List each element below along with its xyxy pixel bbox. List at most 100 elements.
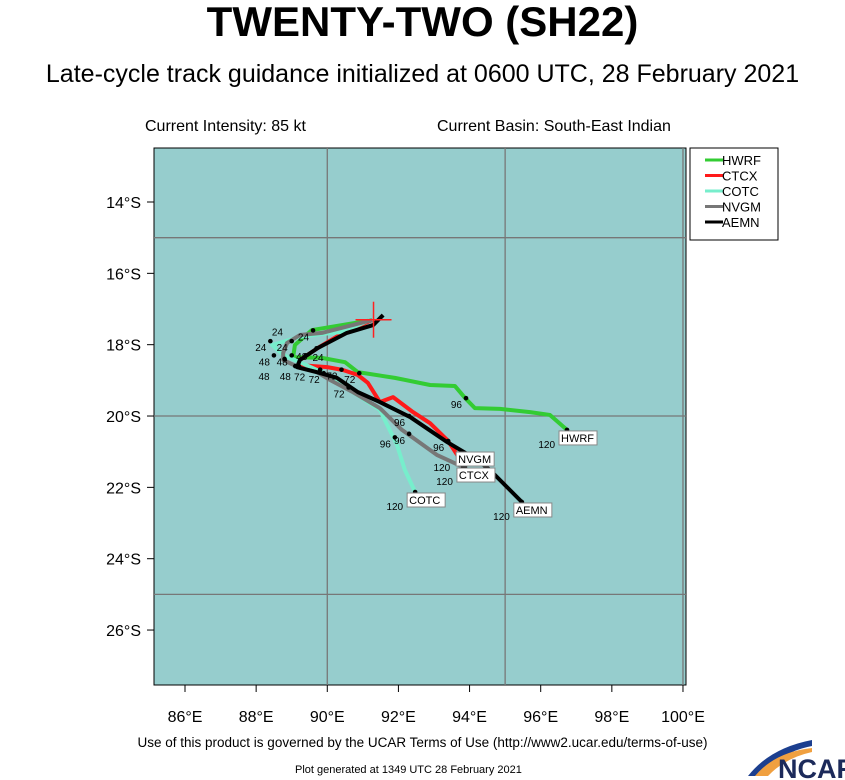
forecast-point-96h xyxy=(406,431,412,437)
forecast-hour-label: 72 xyxy=(294,373,306,384)
forecast-hour-label: 24 xyxy=(272,327,284,338)
axis-ticks: 86°E 88°E 90°E 92°E 94°E 96°E 98°E 100°E 14°S 16°… xyxy=(106,195,705,726)
forecast-hour-label: 48 xyxy=(259,357,271,368)
forecast-point-72h xyxy=(317,367,323,372)
x-tick-label: 98°E xyxy=(594,709,629,726)
forecast-hour-label: 120 xyxy=(538,440,555,451)
forecast-hour-label: 96 xyxy=(394,418,406,429)
forecast-point-72h xyxy=(321,370,327,376)
legend-label: CTCX xyxy=(722,169,758,184)
forecast-hour-label-group: 24 xyxy=(255,343,267,354)
track-end-label-group: COTC xyxy=(406,492,446,508)
forecast-point-96h xyxy=(392,435,398,440)
forecast-hour-label: 24 xyxy=(312,353,324,364)
forecast-hour-label-group: 72 xyxy=(344,375,356,386)
current-basin: Current Basin: South-East Indian xyxy=(437,118,671,135)
forecast-hour-label: 72 xyxy=(344,375,356,386)
track-end-label-box xyxy=(456,467,496,483)
forecast-hour-label-group: 24 xyxy=(277,343,289,354)
track-end-label-group: NVGM xyxy=(455,451,495,467)
forecast-point-48h xyxy=(271,353,277,358)
y-tick-label: 14°S xyxy=(106,195,141,212)
ncar-logo-text: NCAR xyxy=(778,754,845,780)
forecast-hour-label: 96 xyxy=(433,443,445,454)
storm-title: TWENTY-TWO (SH22) xyxy=(206,0,639,45)
forecast-hour-label: 48 xyxy=(258,372,270,383)
forecast-hour-label-group: 120 xyxy=(386,502,403,513)
x-tick-label: 88°E xyxy=(239,709,274,726)
track-end-label-box xyxy=(406,492,446,508)
plot-generated: Plot generated at 1349 UTC 28 February 2… xyxy=(295,764,522,776)
forecast-hour-label: 24 xyxy=(298,332,310,343)
x-tick-label: 100°E xyxy=(661,709,705,726)
x-tick-label: 86°E xyxy=(168,709,203,726)
forecast-point-24h xyxy=(310,328,316,333)
forecast-hour-label: 72 xyxy=(309,375,321,386)
forecast-hour-label-group: 24 xyxy=(312,353,324,364)
track-end-label-box xyxy=(558,430,598,446)
forecast-point-48h xyxy=(292,363,298,369)
current-intensity: Current Intensity: 85 kt xyxy=(145,118,306,135)
y-tick-label: 22°S xyxy=(106,480,141,497)
forecast-hour-label-group: 120 xyxy=(538,440,555,451)
forecast-point-96h xyxy=(406,413,412,419)
legend-label: NVGM xyxy=(722,200,761,215)
x-tick-label: 94°E xyxy=(452,709,487,726)
track-end-label-group: CTCX xyxy=(456,467,496,483)
forecast-hour-label: 120 xyxy=(386,502,403,513)
forecast-hour-label: 120 xyxy=(493,512,510,523)
forecast-hour-label: 120 xyxy=(436,477,453,488)
forecast-hour-label-group: 120 xyxy=(436,477,453,488)
track-end-label-group: AEMN xyxy=(513,502,553,518)
x-tick-label: 96°E xyxy=(523,709,558,726)
track-end-label: COTC xyxy=(409,495,440,507)
legend-box xyxy=(689,147,779,241)
forecast-hour-label-group: 48 xyxy=(258,372,270,383)
forecast-hour-label-group: 72 xyxy=(294,373,306,384)
y-tick-label: 16°S xyxy=(106,266,141,283)
x-tick-label: 92°E xyxy=(381,709,416,726)
y-tick-label: 24°S xyxy=(106,552,141,569)
forecast-hour-label-group: 96 xyxy=(433,443,445,454)
forecast-hour-label-group: 96 xyxy=(380,439,392,450)
forecast-hour-label-group: 48 xyxy=(280,372,292,383)
track-end-label: NVGM xyxy=(458,454,491,466)
forecast-hour-label-group: 96 xyxy=(394,436,406,447)
legend-label: AEMN xyxy=(722,215,760,230)
track-end-label: AEMN xyxy=(516,505,548,517)
forecast-hour-label-group: 48 xyxy=(296,352,308,363)
forecast-point-24h xyxy=(268,338,273,344)
forecast-hour-label: 96 xyxy=(451,400,463,411)
forecast-hour-label-group: 24 xyxy=(298,332,310,343)
forecast-hour-label: 48 xyxy=(280,372,292,383)
forecast-point-24h xyxy=(314,345,319,351)
forecast-hour-label: 120 xyxy=(433,463,450,474)
forecast-hour-label-group: 120 xyxy=(433,463,450,474)
forecast-point-72h xyxy=(339,367,344,372)
legend-label: COTC xyxy=(722,184,759,199)
forecast-point-48h xyxy=(282,356,287,362)
track-end-label-box xyxy=(513,502,553,518)
forecast-point-72h xyxy=(346,385,351,390)
forecast-hour-label-group: 48 xyxy=(259,357,271,368)
y-tick-label: 18°S xyxy=(106,338,141,355)
forecast-hour-label-group: 24 xyxy=(272,327,284,338)
track-end-label: HWRF xyxy=(561,433,594,445)
forecast-point-96h xyxy=(463,395,469,401)
forecast-hour-label-group: 72 xyxy=(309,375,321,386)
forecast-hour-label-group: 48 xyxy=(277,357,289,368)
forecast-hour-label-group: 72 xyxy=(333,389,345,400)
track-end-label: CTCX xyxy=(459,470,490,482)
forecast-point-24h xyxy=(289,338,295,344)
forecast-hour-label: 24 xyxy=(277,343,289,354)
forecast-hour-label-group: 120 xyxy=(493,512,510,523)
forecast-hour-label: 72 xyxy=(333,389,345,400)
x-tick-label: 90°E xyxy=(310,709,345,726)
forecast-point-48h xyxy=(289,353,295,358)
guidance-subtitle: Late-cycle track guidance initialized at… xyxy=(45,60,800,88)
forecast-hour-label: 48 xyxy=(277,357,289,368)
forecast-labels: HWRFCTCXCOTCNVGMAEMN12012012012012096969… xyxy=(255,327,598,523)
forecast-hour-label: 48 xyxy=(296,352,308,363)
forecast-hour-label-group: 96 xyxy=(394,418,406,429)
forecast-point-48h xyxy=(296,363,302,369)
